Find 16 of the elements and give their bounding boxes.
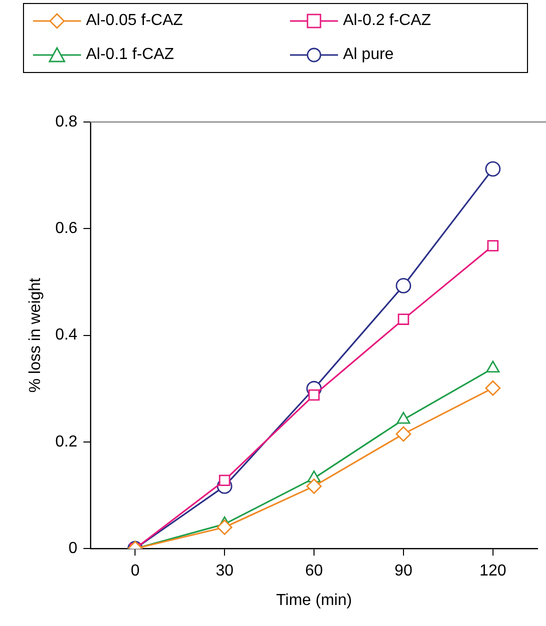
legend-label: Al-0.2 f-CAZ [343,12,432,30]
y-tick-label: 0.6 [55,220,78,238]
legend-label: Al-0.05 f-CAZ [86,12,183,30]
legend-label: Al-0.1 f-CAZ [86,46,174,64]
x-tick-label: 60 [305,562,324,580]
x-tick-label: 30 [216,562,234,580]
x-axis-title: Time (min) [276,592,352,609]
legend-label: Al pure [343,46,394,64]
x-tick-label: 90 [394,562,412,580]
x-tick-label: 120 [480,562,506,580]
y-axis-title: % loss in weight [27,277,44,393]
y-tick-label: 0 [68,540,78,558]
y-tick-label: 0.2 [55,433,78,450]
y-tick-label: 0.8 [55,113,78,130]
y-tick-label: 0.4 [55,326,78,344]
x-tick-label: 0 [130,562,140,580]
